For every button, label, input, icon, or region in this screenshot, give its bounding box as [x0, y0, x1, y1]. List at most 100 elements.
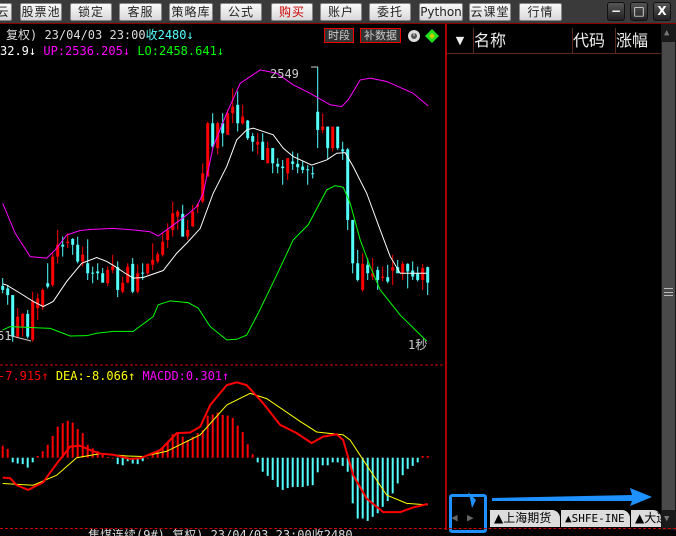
chart-tools [408, 29, 439, 43]
candle [416, 266, 420, 282]
column-name[interactable]: 名称 [474, 28, 573, 54]
grip-icon [664, 288, 673, 296]
candle [251, 133, 255, 152]
candle-body [251, 135, 255, 142]
toolbar-button-formula[interactable]: 公式 [220, 3, 262, 21]
candle-body [361, 263, 365, 290]
candle-body [71, 239, 75, 245]
close-button[interactable]: X [653, 2, 671, 21]
minimize-button[interactable]: − [607, 2, 625, 21]
macd-bar [311, 457, 314, 486]
toolbar-button-service[interactable]: 客服 [119, 3, 162, 21]
fill-data-button[interactable]: 补数据 [360, 28, 401, 43]
diamond-icon[interactable] [425, 29, 439, 43]
toolbar-button-lock[interactable]: 锁定 [70, 3, 112, 21]
candle-body [86, 263, 90, 274]
column-change[interactable]: 涨幅 [616, 31, 649, 50]
scroll-up-icon[interactable]: ▲ [664, 28, 670, 38]
macd-bar [1, 445, 4, 458]
toolbar-button-cloud[interactable]: 云 [0, 3, 12, 21]
candle-body [56, 244, 60, 257]
macd-bar [46, 444, 49, 458]
status-bar: 焦煤连续(9#) 复权) 23/04/03 23:00收2480 [0, 528, 676, 536]
candle-body [181, 213, 185, 237]
dif-line [2, 381, 428, 514]
candle [71, 238, 75, 255]
vertical-scrollbar[interactable]: ▲ ▼ [661, 24, 676, 530]
candle [111, 254, 115, 274]
macd-bar [116, 457, 119, 465]
info-line-2: 32.9↓ UP:2536.205↓ LO:2458.641↓ [0, 44, 224, 58]
macd-bar [126, 457, 129, 462]
macd-bar [11, 457, 14, 463]
info-close: 收2480 [145, 28, 187, 42]
candle-body [366, 264, 370, 274]
candle-body [81, 254, 85, 262]
toolbar-button-order[interactable]: 委托 [369, 3, 411, 21]
candle-body [151, 259, 155, 265]
maximize-button[interactable]: □ [630, 2, 648, 21]
toolbar-button-stock-pool[interactable]: 股票池 [20, 3, 62, 21]
tab-shfe-ine[interactable]: ▲SHFE-INE [561, 510, 630, 527]
candle-body [256, 141, 260, 145]
candle [386, 264, 390, 284]
candle [306, 165, 310, 185]
macd-panel [1, 381, 429, 521]
macd-bar [341, 457, 344, 466]
candle-body [336, 126, 340, 149]
candle-body [116, 267, 120, 290]
toolbar-button-account[interactable]: 账户 [320, 3, 362, 21]
candle-body [276, 163, 280, 167]
candle [181, 204, 185, 237]
candle-body [421, 268, 425, 280]
candle [211, 113, 215, 149]
candle-body [261, 141, 265, 160]
candle-body [371, 273, 375, 277]
tab-dalian[interactable]: ▲大连 [631, 510, 661, 527]
scrollbar-thumb[interactable] [662, 42, 675, 510]
candle [201, 163, 205, 204]
tab-prev-icon[interactable]: ◀ [451, 511, 458, 524]
candle [381, 266, 385, 282]
macd-bar [131, 457, 134, 464]
macd-bar [236, 425, 239, 458]
arrow-down-icon: ↓ [28, 44, 37, 58]
candle-body [206, 123, 210, 177]
macd-bar [401, 457, 404, 476]
candle [46, 263, 50, 289]
macd-bar [261, 457, 264, 472]
candle-body [186, 229, 190, 237]
macd-bar [281, 457, 284, 490]
candle [31, 291, 35, 342]
clock-icon[interactable] [408, 30, 420, 42]
macd-bar [336, 457, 339, 463]
toolbar-button-buy[interactable]: 购买 [271, 3, 313, 21]
period-button[interactable]: 时段 [324, 28, 354, 43]
macd-bar [106, 457, 109, 458]
candle-body [196, 204, 200, 207]
candle [86, 239, 90, 280]
toolbar-button-strategy[interactable]: 策略库 [169, 3, 213, 21]
candle-body [236, 104, 240, 124]
tab-next-icon[interactable]: ▶ [467, 511, 474, 524]
chart-area[interactable]: 2549 61 1秒 -7.915↑ DEA:-8.066↑ MACDD:0.3… [0, 0, 445, 530]
dropdown-triangle-icon[interactable]: ▼ [447, 28, 474, 54]
tab-shanghai-futures[interactable]: ▲上海期货 [490, 510, 560, 527]
toolbar-button-market[interactable]: 行情 [519, 3, 562, 21]
macd-bar [206, 415, 209, 458]
macd-bar [101, 454, 104, 458]
macd-bar [346, 457, 349, 472]
candle-body [321, 126, 325, 130]
candle-body [226, 113, 230, 135]
toolbar-button-cloud-class[interactable]: 云课堂 [469, 3, 511, 21]
toolbar-button-python[interactable]: Python [419, 3, 463, 21]
macd-bar [36, 455, 39, 458]
candle-body [26, 313, 30, 337]
candle [156, 251, 160, 264]
arrow-down-icon: ↓ [216, 44, 225, 58]
candle-body [201, 173, 205, 202]
candle [351, 219, 355, 274]
column-code[interactable]: 代码 [573, 28, 616, 54]
scroll-down-icon[interactable]: ▼ [664, 514, 670, 524]
candle [166, 223, 170, 249]
